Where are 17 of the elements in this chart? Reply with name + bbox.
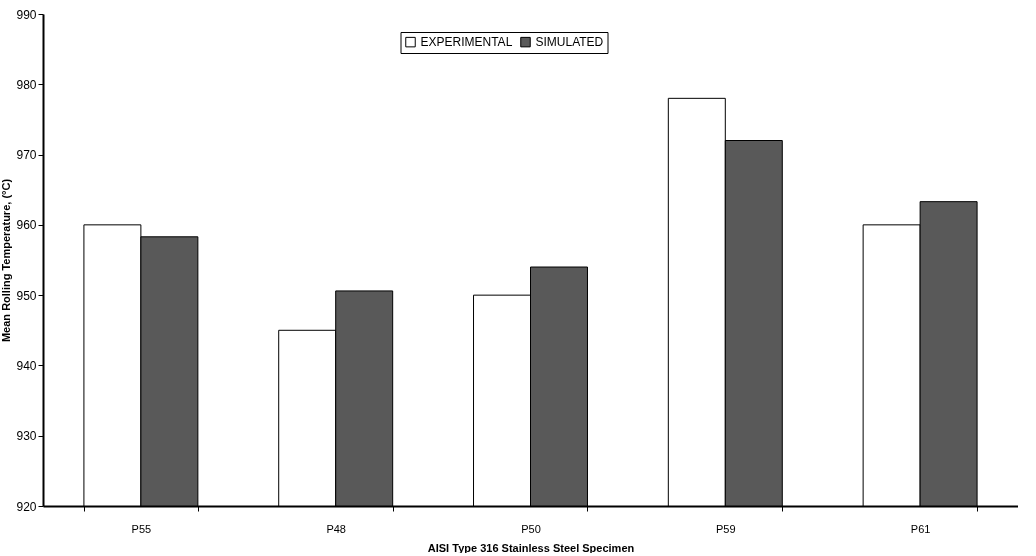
x-tick-label: P48 — [326, 522, 346, 535]
x-tick-label: P50 — [521, 522, 541, 535]
legend-label: SIMULATED — [535, 35, 604, 50]
y-tick-label: 920 — [16, 499, 37, 514]
y-tick-label: 940 — [16, 358, 37, 373]
y-tick-label: 950 — [16, 288, 37, 303]
y-tick-label: 980 — [16, 77, 37, 92]
x-tick-label: P59 — [716, 522, 736, 535]
legend-label: EXPERIMENTAL — [420, 35, 513, 50]
y-tick-label: 970 — [16, 148, 37, 163]
y-tick-label: 960 — [16, 218, 37, 233]
x-axis-title: AISI Type 316 Stainless Steel Specimen — [427, 541, 635, 554]
x-tick-label: P55 — [131, 522, 152, 535]
x-tick-label: P61 — [910, 522, 931, 535]
y-tick-label: 930 — [16, 429, 37, 444]
y-tick-label: 990 — [16, 7, 37, 22]
y-axis-title: Mean Rolling Temperature, (°C) — [0, 178, 13, 343]
